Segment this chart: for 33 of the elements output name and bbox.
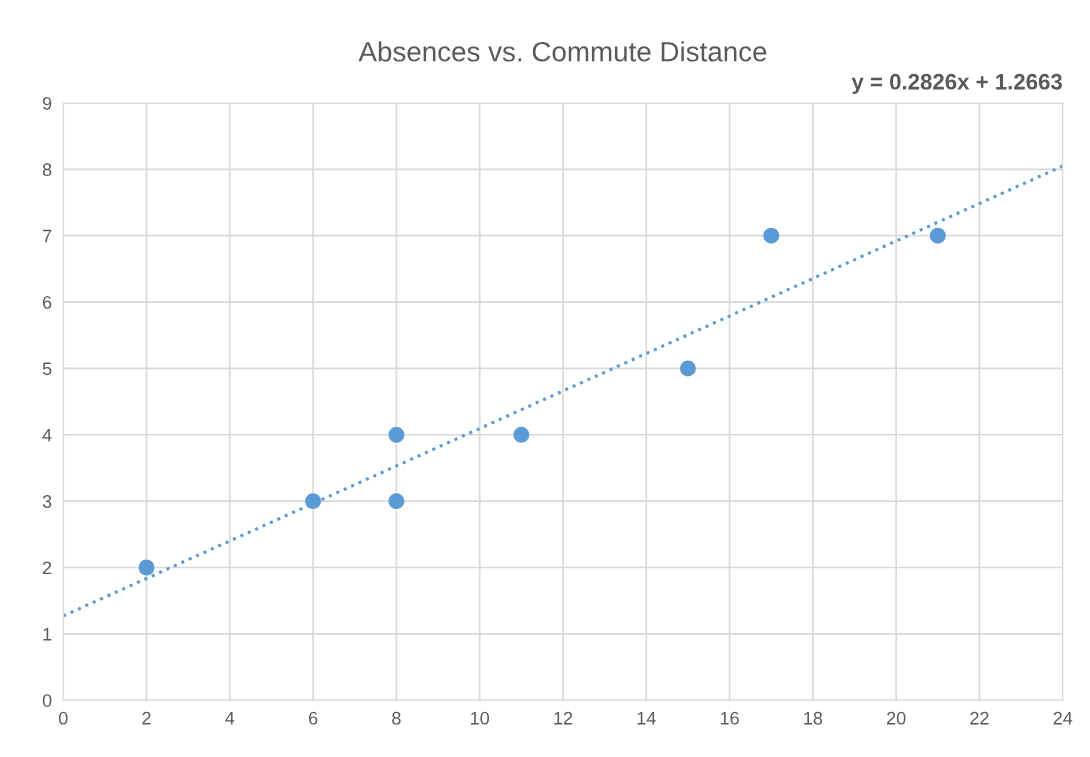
y-tick-label: 0 bbox=[42, 694, 52, 707]
y-tick-label: 9 bbox=[42, 96, 52, 110]
x-tick-label: 22 bbox=[970, 711, 989, 725]
x-tick-label: 2 bbox=[142, 711, 151, 725]
x-tick-label: 0 bbox=[58, 711, 68, 725]
point bbox=[679, 360, 696, 377]
x-tick-label: 20 bbox=[887, 711, 906, 725]
x-tick-label: 18 bbox=[804, 711, 823, 725]
y-tick-label: 6 bbox=[42, 295, 52, 309]
point bbox=[305, 493, 322, 510]
y-tick-label: 8 bbox=[42, 163, 52, 177]
point bbox=[763, 227, 780, 244]
point bbox=[388, 493, 405, 510]
y-tick-label: 5 bbox=[42, 362, 52, 376]
y-tick-label: 7 bbox=[42, 229, 52, 243]
chart-title: Absences vs. Commute Distance bbox=[358, 41, 767, 62]
y-tick-label: 4 bbox=[42, 428, 52, 442]
x-tick-label: 24 bbox=[1053, 711, 1073, 725]
x-tick-label: 4 bbox=[225, 712, 235, 725]
x-tick-label: 14 bbox=[637, 712, 656, 725]
point bbox=[929, 227, 946, 244]
x-tick-label: 6 bbox=[309, 711, 318, 725]
x-tick-label: 8 bbox=[392, 711, 401, 725]
point bbox=[388, 426, 405, 443]
x-tick-label: 12 bbox=[554, 711, 573, 725]
x-tick-label: 10 bbox=[471, 711, 490, 725]
y-tick-label: 1 bbox=[43, 627, 52, 641]
x-tick-label: 16 bbox=[720, 711, 739, 725]
y-tick-label: 3 bbox=[42, 495, 52, 508]
y-tick-label: 2 bbox=[42, 561, 52, 575]
point bbox=[138, 559, 155, 576]
point bbox=[513, 426, 530, 443]
text: y = 0.2826x + 1.2663 bbox=[851, 73, 1062, 94]
